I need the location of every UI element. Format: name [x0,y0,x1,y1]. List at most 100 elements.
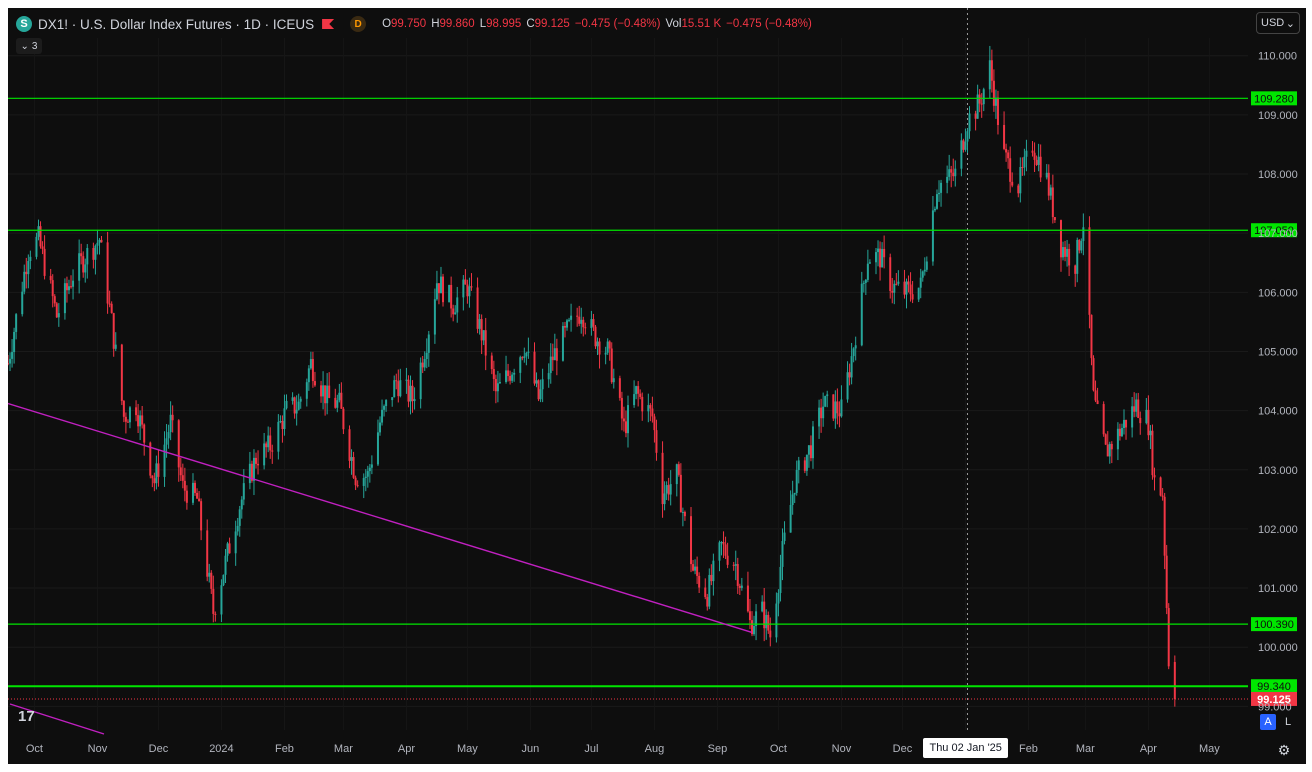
symbol-logo[interactable]: S [16,16,32,32]
candle-body [452,308,455,315]
candle-body [1062,247,1065,258]
candle-body [450,284,453,309]
candle-body [490,355,493,370]
ohlc-value: 99.750 [391,18,427,30]
candle-body [509,375,512,381]
candle-body [505,370,508,382]
candle-body [385,400,388,407]
candle-body [1116,428,1119,450]
candle-body [27,261,30,275]
candle-body [982,89,985,105]
candle-body [976,94,979,119]
candle-body [391,397,394,401]
candle-body [960,140,963,169]
candle-body [350,457,353,461]
tradingview-logo[interactable]: 17 [18,708,35,725]
d-badge[interactable]: D [350,16,367,32]
candle-body [126,421,129,423]
candle-body [582,319,585,328]
currency-select[interactable]: USD ⌄ [1256,12,1300,34]
candle-body [722,542,725,545]
candle-body [624,421,627,434]
candle-body [1151,430,1154,476]
candle-body [868,262,871,264]
candle-body [63,283,66,314]
candle-body [866,263,869,280]
candle-body [220,585,223,615]
price-tick-label: 109.000 [1258,110,1298,122]
candle-body [399,380,402,397]
candle-body [405,379,408,381]
candle-body [897,281,900,284]
candle-body [106,242,109,304]
candle-body [413,399,416,402]
candle-body [797,460,800,470]
candle-body [295,409,298,414]
candle-body [1147,409,1150,436]
trendlines-layer [8,402,753,735]
settings-gear-icon[interactable]: ⚙ [1277,741,1291,758]
candle-body [537,380,540,400]
chart-frame: 109.280 107.050 100.390 99.340 99.125 110.00… [8,8,1306,764]
candle-body [568,319,571,321]
candle-body [478,319,481,329]
candle-body [992,80,995,106]
candle-body [214,613,217,615]
candle-body [604,352,607,355]
candle-body [917,287,920,300]
candle-body [283,408,286,430]
level-label: 100.390 [1254,619,1294,631]
time-tick-label: Oct [26,743,43,755]
time-tick-label: Nov [832,743,852,755]
candles-layer [8,45,1176,707]
candle-body [879,248,882,268]
symbol-title[interactable]: DX1! · U.S. Dollar Index Futures · 1D · … [38,16,315,32]
candle-body [1047,172,1050,196]
candle-body [376,432,379,465]
candle-body [889,257,892,291]
candle-body [43,248,46,276]
candle-body [511,374,514,381]
candle-body [647,405,650,412]
candle-body [137,415,140,427]
time-tick-label: Mar [334,743,353,755]
indicators-collapse-button[interactable]: ⌄ 3 [16,38,42,54]
candle-body [525,352,528,357]
candle-body [832,394,835,419]
candle-body [710,574,713,582]
candle-body [606,341,609,353]
auto-scale-button[interactable]: A [1260,714,1276,730]
candle-body [224,555,227,575]
candle-body [698,575,701,588]
candle-body [155,463,158,484]
candle-body [641,396,644,412]
candle-body [1096,400,1099,405]
candle-body [1064,247,1067,257]
price-tick-label: 108.000 [1258,169,1298,181]
candle-body [547,373,550,380]
time-tick-label: Sep [708,743,728,755]
price-tick-label: 103.000 [1258,465,1298,477]
candle-body [322,385,325,397]
candle-body [767,614,770,631]
ohlc-label: C [526,18,535,30]
candle-body [1037,156,1040,165]
candle-body [313,381,316,386]
candle-body [964,141,967,150]
candle-body [620,397,623,419]
candle-body [860,283,863,346]
log-scale-button[interactable]: L [1284,716,1292,728]
candle-body [818,407,821,427]
candle-body [931,210,934,262]
candle-body [395,380,398,382]
candle-body [236,525,239,532]
ohlc-value: 99.860 [439,18,475,30]
candle-body [1108,443,1111,457]
level-label-bg [1251,617,1297,632]
candle-body [35,236,38,257]
ohlc-label: Vol [665,18,682,30]
price-tick-label: 110.000 [1258,51,1297,63]
candle-body [135,407,138,416]
flag-icon[interactable] [322,19,335,29]
